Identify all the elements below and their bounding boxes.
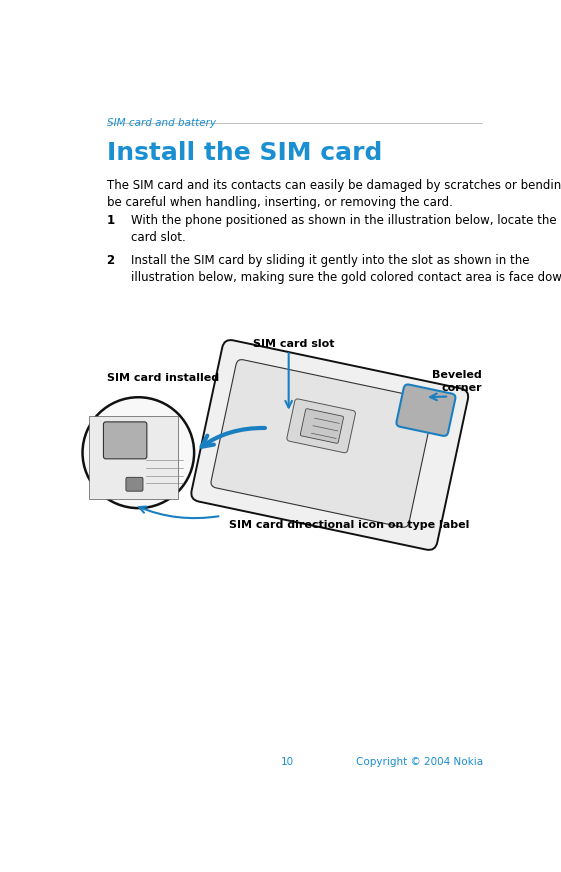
FancyBboxPatch shape xyxy=(211,359,434,528)
Text: 10: 10 xyxy=(281,757,294,767)
FancyArrowPatch shape xyxy=(311,433,336,439)
Text: corner: corner xyxy=(441,384,482,393)
FancyBboxPatch shape xyxy=(103,422,147,459)
FancyBboxPatch shape xyxy=(287,399,356,453)
FancyArrowPatch shape xyxy=(313,426,338,431)
FancyArrowPatch shape xyxy=(315,419,339,424)
Circle shape xyxy=(82,398,194,508)
Text: SIM card directional icon on type label: SIM card directional icon on type label xyxy=(229,520,470,529)
Text: With the phone positioned as shown in the illustration below, locate the SIM
car: With the phone positioned as shown in th… xyxy=(131,214,561,244)
FancyBboxPatch shape xyxy=(397,385,456,436)
Text: Beveled: Beveled xyxy=(432,370,482,379)
Text: 2: 2 xyxy=(107,254,114,267)
Text: Copyright © 2004 Nokia: Copyright © 2004 Nokia xyxy=(356,757,483,767)
Text: Install the SIM card: Install the SIM card xyxy=(107,141,382,165)
Text: 1: 1 xyxy=(107,214,114,227)
FancyBboxPatch shape xyxy=(191,340,468,550)
Text: Install the SIM card by sliding it gently into the slot as shown in the
illustra: Install the SIM card by sliding it gentl… xyxy=(131,254,561,284)
Bar xyxy=(89,416,178,499)
Text: SIM card installed: SIM card installed xyxy=(107,373,219,384)
FancyBboxPatch shape xyxy=(126,477,143,491)
Text: SIM card and battery: SIM card and battery xyxy=(107,118,215,127)
Text: SIM card slot: SIM card slot xyxy=(252,338,334,349)
FancyBboxPatch shape xyxy=(300,409,343,443)
Text: The SIM card and its contacts can easily be damaged by scratches or bending, so
: The SIM card and its contacts can easily… xyxy=(107,180,561,209)
